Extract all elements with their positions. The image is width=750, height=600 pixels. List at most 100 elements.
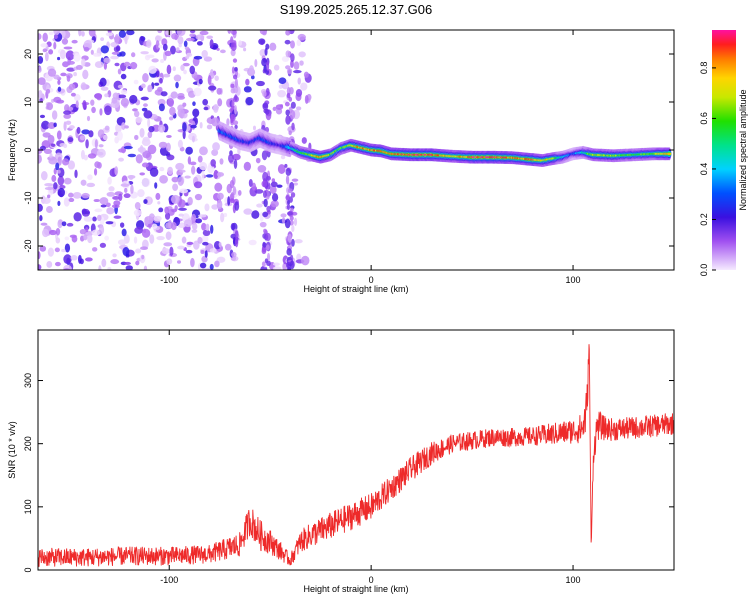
heatmap-noise-cell <box>160 59 165 64</box>
colorbar-tick-label: 0.8 <box>699 62 709 75</box>
heatmap-noise-cell <box>66 75 71 82</box>
heatmap-noise-cell <box>127 153 137 158</box>
colorbar: 0.0 0.2 0.4 0.6 0.8 Normalized spectral ampl… <box>699 30 748 276</box>
heatmap-noise-cell <box>227 196 231 206</box>
heatmap-noise-cell <box>101 258 107 268</box>
heatmap-noise-cell <box>38 251 41 260</box>
heatmap-noise-cell <box>148 65 157 74</box>
heatmap-noise-cell <box>297 77 302 85</box>
heatmap-noise-cell <box>202 98 209 106</box>
heatmap-noise-cell <box>96 93 102 101</box>
heatmap-noise-cell <box>230 222 236 231</box>
heatmap-noise-cell <box>183 69 187 75</box>
heatmap-noise-cell <box>255 157 261 164</box>
heatmap-noise-cell <box>264 258 268 264</box>
heatmap-noise-cell <box>193 181 203 189</box>
heatmap-noise-cell <box>286 203 291 211</box>
heatmap-noise-cell <box>293 217 298 227</box>
heatmap-noise-cell <box>291 224 295 232</box>
heatmap-noise-cell <box>96 214 102 222</box>
heatmap-noise-cell <box>106 207 115 215</box>
heatmap-noise-cell <box>248 65 254 74</box>
colorbar-tick-label: 0.2 <box>699 213 709 226</box>
heatmap-noise-cell <box>80 82 87 91</box>
snr-panel: -100 0 100 0 100 200 300 Height of straight li… <box>7 329 675 594</box>
heatmap-noise-cell <box>172 66 176 72</box>
heatmap-noise-cell <box>234 230 239 240</box>
heatmap-noise-cell <box>259 221 267 228</box>
heatmap-noise-cell <box>140 51 149 55</box>
heatmap-noise-cell <box>278 77 287 84</box>
snr-plot-area <box>38 330 674 570</box>
heatmap-noise-cell <box>54 34 58 40</box>
heatmap-noise-cell <box>185 249 193 254</box>
heatmap-noise-cell <box>75 64 83 70</box>
heatmap-noise-cell <box>288 96 293 102</box>
heatmap-noise-cell <box>161 247 170 255</box>
heatmap-noise-cell <box>133 209 142 217</box>
heatmap-noise-cell <box>174 205 178 211</box>
heatmap-noise-cell <box>201 234 209 244</box>
heatmap-noise-cell <box>201 49 208 58</box>
heatmap-noise-cell <box>134 226 144 234</box>
x-tick-label: 0 <box>369 575 374 585</box>
heatmap-noise-cell <box>254 59 258 68</box>
heatmap-noise-cell <box>158 103 165 112</box>
heatmap-noise-cell <box>54 261 61 267</box>
heatmap-noise-cell <box>199 146 208 156</box>
heatmap-noise-cell <box>151 58 159 63</box>
heatmap-noise-cell <box>105 202 111 208</box>
heatmap-noise-cell <box>226 118 230 126</box>
heatmap-noise-cell <box>92 247 98 252</box>
heatmap-noise-cell <box>38 203 43 212</box>
heatmap-noise-cell <box>53 122 57 128</box>
heatmap-noise-cell <box>203 106 209 111</box>
heatmap-noise-cell <box>162 43 168 51</box>
heatmap-noise-cell <box>294 239 303 244</box>
heatmap-noise-cell <box>117 84 124 89</box>
heatmap-noise-cell <box>230 113 236 122</box>
heatmap-noise-cell <box>73 212 82 222</box>
heatmap-noise-cell <box>68 83 76 91</box>
heatmap-noise-cell <box>67 137 74 143</box>
heatmap-noise-cell <box>141 83 146 89</box>
y-tick-label: 200 <box>23 436 33 451</box>
y-tick-label: 100 <box>23 499 33 514</box>
colorbar-tick-label: 0.4 <box>699 163 709 176</box>
heatmap-noise-cell <box>251 210 260 219</box>
colorbar-gradient <box>712 30 736 270</box>
heatmap-noise-cell <box>91 229 101 236</box>
x-tick-label: 100 <box>566 575 581 585</box>
heatmap-noise-cell <box>217 98 223 107</box>
heatmap-noise-cell <box>214 182 223 192</box>
heatmap-noise-cell <box>80 149 85 160</box>
heatmap-noise-cell <box>90 49 94 55</box>
heatmap-noise-cell <box>142 73 149 83</box>
heatmap-noise-cell <box>44 51 49 62</box>
heatmap-noise-cell <box>57 187 65 198</box>
colorbar-label: Normalized spectral amplitude <box>738 89 748 210</box>
heatmap-noise-cell <box>272 266 282 270</box>
heatmap-noise-cell <box>158 207 164 213</box>
heatmap-noise-cell <box>171 176 179 183</box>
heatmap-noise-cell <box>263 198 268 208</box>
heatmap-noise-cell <box>38 55 44 64</box>
heatmap-noise-cell <box>73 93 81 102</box>
heatmap-noise-cell <box>120 183 130 187</box>
heatmap-noise-cell <box>262 190 267 198</box>
heatmap-noise-cell <box>157 86 163 92</box>
heatmap-noise-cell <box>114 34 120 44</box>
heatmap-noise-cell <box>119 222 125 228</box>
heatmap-noise-cell <box>281 217 286 224</box>
heatmap-noise-cell <box>65 50 75 61</box>
heatmap-noise-cell <box>264 47 268 56</box>
heatmap-noise-cell <box>38 90 43 99</box>
heatmap-noise-cell <box>156 235 165 241</box>
heatmap-noise-cell <box>289 215 294 221</box>
heatmap-noise-cell <box>213 103 219 113</box>
snr-frame <box>37 329 675 571</box>
heatmap-noise-cell <box>293 182 298 186</box>
heatmap-noise-cell <box>214 260 220 268</box>
heatmap-noise-cell <box>288 130 292 136</box>
snr-ylabel: SNR (10 * v/v) <box>7 421 17 479</box>
